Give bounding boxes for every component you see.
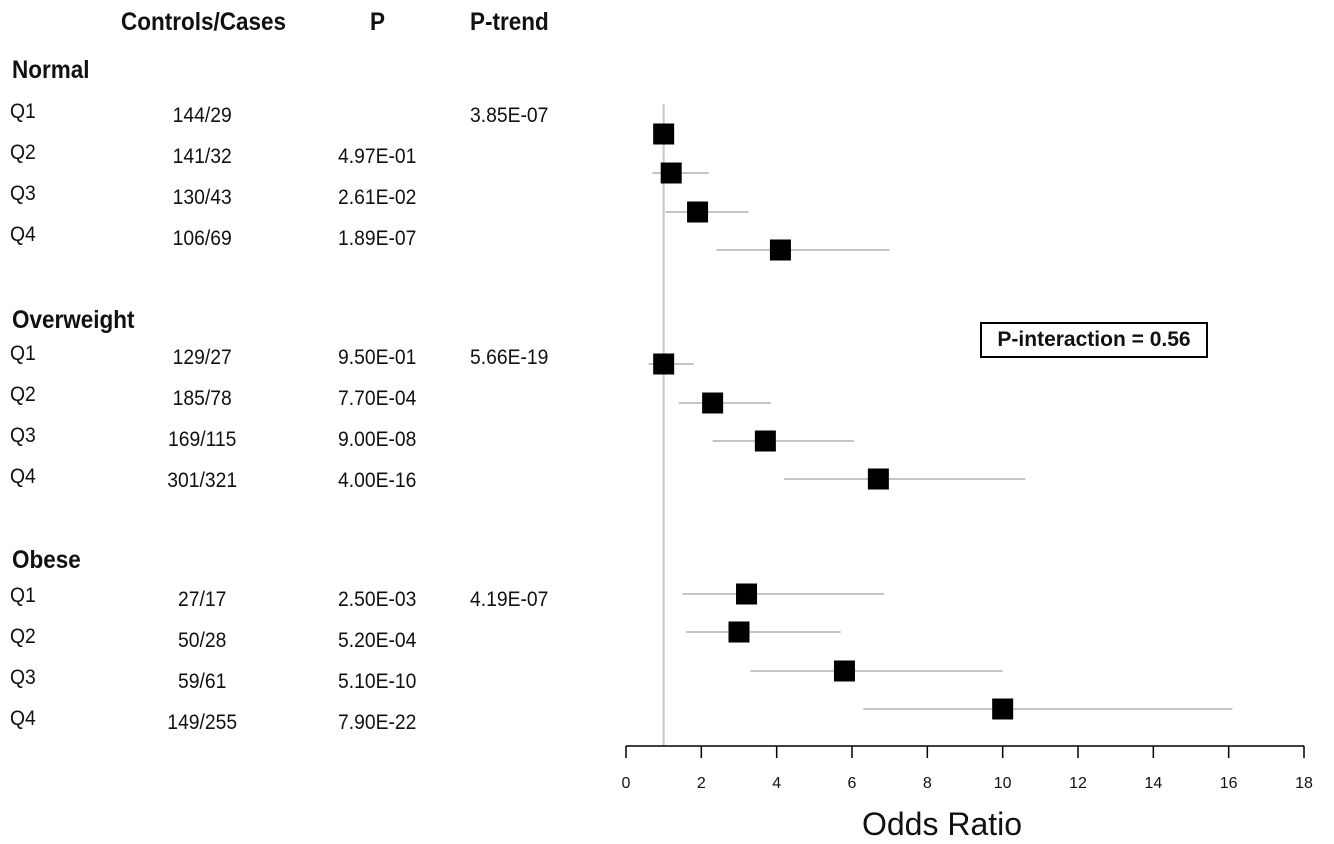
row-quartile: Q2 — [10, 383, 36, 406]
row-p-value: 2.61E-02 — [338, 186, 417, 209]
row-p-value: 9.00E-08 — [338, 428, 417, 451]
x-axis-label: Odds Ratio — [861, 806, 1023, 842]
row-controls-cases: 59/61 — [178, 670, 227, 693]
x-tick-label: 2 — [697, 775, 706, 792]
row-p-trend: 5.66E-19 — [470, 346, 549, 369]
or-point — [754, 430, 776, 452]
or-point — [769, 239, 791, 261]
row-controls-cases: 144/29 — [172, 104, 232, 127]
header-p-trend: P-trend — [470, 8, 549, 36]
row-quartile: Q3 — [10, 424, 36, 447]
row-quartile: Q1 — [10, 584, 36, 607]
row-controls-cases: 130/43 — [172, 186, 232, 209]
p-interaction-annotation: P-interaction = 0.56 — [980, 322, 1208, 358]
row-quartile: Q3 — [10, 666, 36, 689]
row-p-value: 5.10E-10 — [338, 670, 417, 693]
or-point — [736, 583, 758, 605]
row-quartile: Q3 — [10, 182, 36, 205]
row-quartile: Q4 — [10, 707, 36, 730]
x-tick-label: 10 — [994, 775, 1012, 792]
row-controls-cases: 50/28 — [178, 629, 227, 652]
row-p-value: 5.20E-04 — [338, 629, 417, 652]
row-p-trend: 3.85E-07 — [470, 104, 549, 127]
row-controls-cases: 149/255 — [167, 711, 238, 734]
row-p-value: 2.50E-03 — [338, 588, 417, 611]
row-p-value: 4.97E-01 — [338, 145, 417, 168]
header-controls-cases: Controls/Cases — [121, 8, 287, 36]
or-point — [728, 621, 750, 643]
x-tick-label: 8 — [923, 775, 932, 792]
row-controls-cases: 106/69 — [172, 227, 232, 250]
row-quartile: Q2 — [10, 625, 36, 648]
row-controls-cases: 301/321 — [167, 469, 238, 492]
or-point — [687, 201, 709, 223]
row-quartile: Q4 — [10, 465, 36, 488]
row-p-value: 7.70E-04 — [338, 387, 417, 410]
x-tick-label: 6 — [848, 775, 857, 792]
group-label-obese: Obese — [12, 546, 81, 574]
or-point — [867, 468, 889, 490]
row-quartile: Q4 — [10, 223, 36, 246]
x-tick-label: 18 — [1295, 775, 1313, 792]
row-quartile: Q1 — [10, 100, 36, 123]
header-p: P — [370, 8, 386, 36]
row-quartile: Q1 — [10, 342, 36, 365]
row-controls-cases: 27/17 — [178, 588, 227, 611]
row-controls-cases: 141/32 — [172, 145, 232, 168]
x-tick-label: 12 — [1069, 775, 1087, 792]
row-p-value: 9.50E-01 — [338, 346, 417, 369]
or-point — [992, 698, 1014, 720]
or-point — [833, 660, 855, 682]
x-tick-label: 4 — [772, 775, 781, 792]
row-controls-cases: 169/115 — [167, 428, 237, 451]
row-p-value: 4.00E-16 — [338, 469, 417, 492]
row-controls-cases: 185/78 — [172, 387, 232, 410]
x-tick-label: 16 — [1220, 775, 1238, 792]
group-label-normal: Normal — [12, 56, 90, 84]
or-point — [653, 123, 675, 145]
or-point — [653, 353, 675, 375]
row-quartile: Q2 — [10, 141, 36, 164]
row-controls-cases: 129/27 — [172, 346, 232, 369]
x-tick-label: 0 — [622, 775, 631, 792]
group-label-overweight: Overweight — [12, 306, 135, 334]
or-point — [702, 392, 724, 414]
x-tick-label: 14 — [1144, 775, 1162, 792]
row-p-trend: 4.19E-07 — [470, 588, 549, 611]
row-p-value: 7.90E-22 — [338, 711, 417, 734]
row-p-value: 1.89E-07 — [338, 227, 417, 250]
or-point — [660, 162, 682, 184]
